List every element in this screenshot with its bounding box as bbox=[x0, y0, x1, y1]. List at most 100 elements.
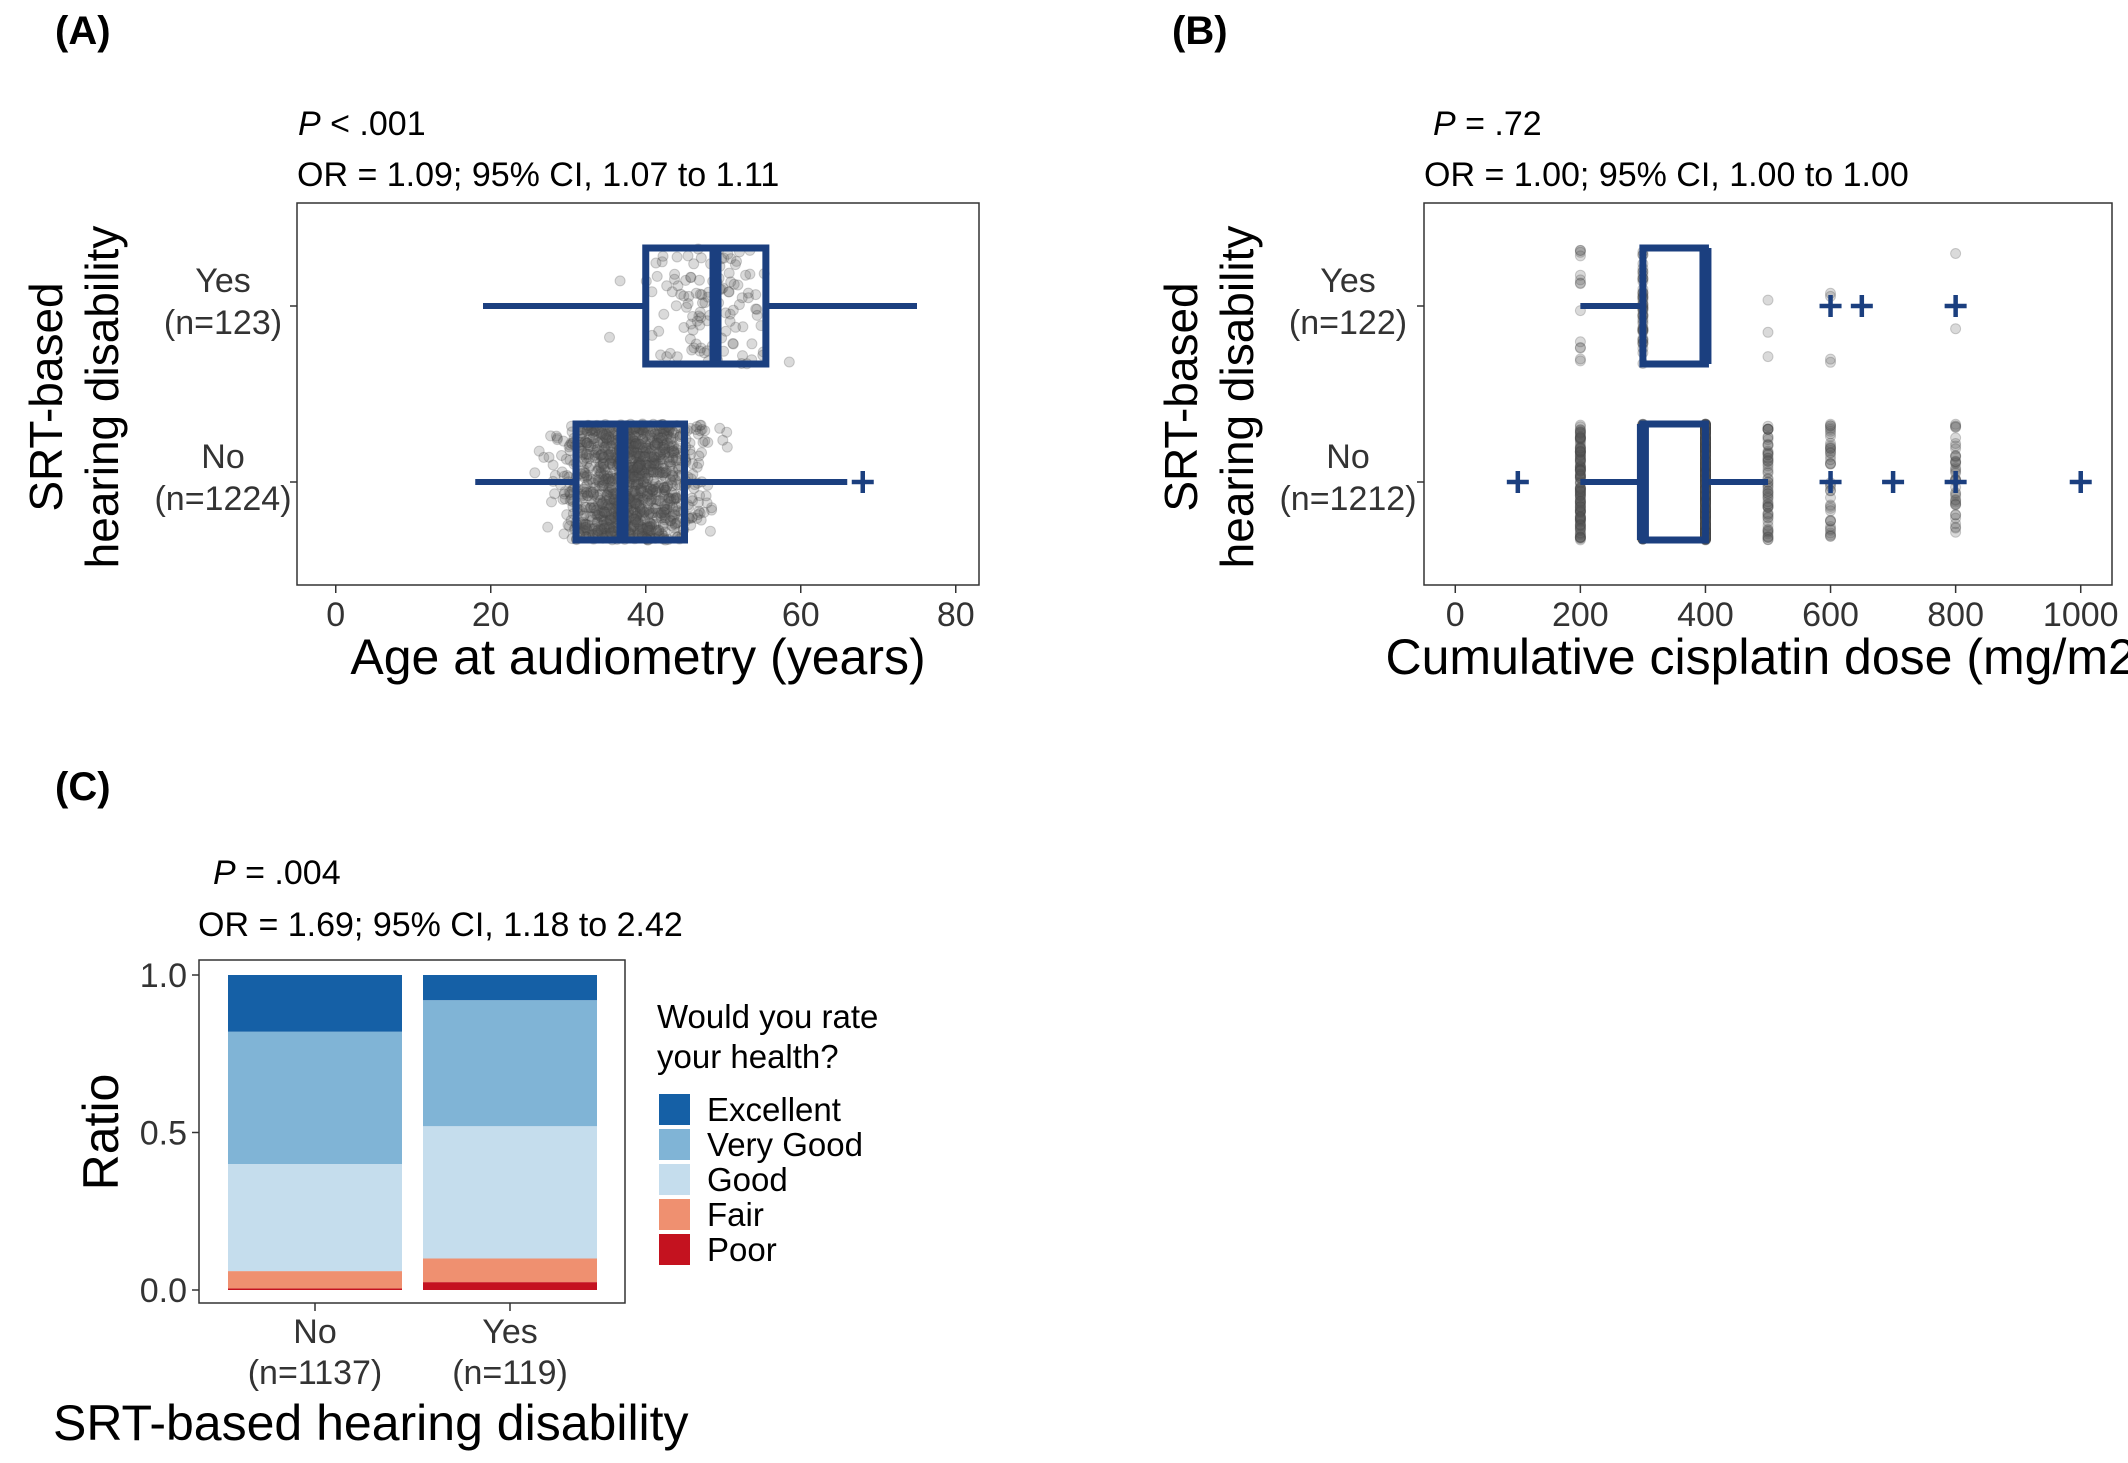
panel-a-data-point bbox=[747, 339, 757, 349]
panel-b-data-point bbox=[1575, 456, 1585, 466]
panel-b-y-tick-label: No bbox=[1326, 438, 1369, 476]
panel-a-data-point bbox=[654, 326, 664, 336]
panel-c-x-tick-label: Yes bbox=[482, 1313, 537, 1351]
legend-label: Excellent bbox=[707, 1091, 841, 1128]
panel-b-data-point bbox=[1763, 497, 1773, 507]
panel-b-data-point bbox=[1951, 249, 1961, 259]
panel-b-data-point bbox=[1951, 519, 1961, 529]
panel-a-data-point bbox=[729, 279, 739, 289]
panel-a-data-point bbox=[582, 438, 592, 448]
panel-a-data-point bbox=[593, 526, 603, 536]
panel-a-data-point bbox=[652, 271, 662, 281]
panel-b-data-point bbox=[1575, 486, 1585, 496]
panel-b-data-point bbox=[1826, 506, 1836, 516]
panel-a-or-text: OR = 1.09; 95% CI, 1.07 to 1.11 bbox=[297, 156, 779, 194]
panel-a-data-point bbox=[662, 482, 672, 492]
panel-b-outlier bbox=[1945, 295, 1967, 317]
panel-a-data-point bbox=[734, 300, 744, 310]
panel-a-y-tick-label: (n=123) bbox=[164, 304, 282, 342]
panel-a-data-point bbox=[658, 442, 668, 452]
panel-a-ylabel-line1: SRT-based bbox=[20, 282, 72, 511]
panel-a-data-point bbox=[534, 446, 544, 456]
panel-c-label: (C) bbox=[55, 765, 111, 809]
bar-segment-poor bbox=[423, 1282, 597, 1290]
legend-label: Very Good bbox=[707, 1126, 863, 1163]
panel-c-pvalue: P = .004 bbox=[213, 854, 341, 892]
panel-a-data-point bbox=[695, 307, 705, 317]
panel-a-p-symbol: P bbox=[298, 105, 321, 143]
panel-b-data-point bbox=[1826, 515, 1836, 525]
panel-c-x-tick-label: (n=119) bbox=[452, 1354, 568, 1392]
panel-b-box bbox=[1643, 424, 1706, 540]
panel-a-data-point bbox=[633, 463, 643, 473]
panel-a-points bbox=[530, 244, 795, 545]
panel-b-box bbox=[1643, 248, 1706, 364]
panel-a-x-tick-label: 80 bbox=[937, 596, 975, 634]
panel-a-data-point bbox=[658, 251, 668, 261]
panel-a-data-point bbox=[581, 502, 591, 512]
panel-c-x-tick-label: (n=1137) bbox=[248, 1354, 383, 1392]
panel-a-data-point bbox=[636, 486, 646, 496]
panel-a-data-point bbox=[700, 436, 710, 446]
panel-b-outlier bbox=[1820, 471, 1842, 493]
panel-b-data-point bbox=[1826, 441, 1836, 451]
panel-b-data-point bbox=[1826, 531, 1836, 541]
panel-a-data-point bbox=[646, 461, 656, 471]
panel-a-data-point bbox=[682, 302, 692, 312]
panel-a-data-point bbox=[743, 293, 753, 303]
panel-b-y-tick-label: (n=122) bbox=[1289, 304, 1407, 342]
panel-a-data-point bbox=[694, 275, 704, 285]
panel-a-y-axis: Yes(n=123)No(n=1224) bbox=[154, 262, 297, 518]
panel-a-data-point bbox=[659, 508, 669, 518]
panel-b-outlier bbox=[1945, 471, 1967, 493]
panel-a-data-point bbox=[543, 522, 553, 532]
panel-a-data-point bbox=[697, 425, 707, 435]
panel-a-data-point bbox=[724, 268, 734, 278]
panel-b-outlier bbox=[1820, 295, 1842, 317]
panel-b-outlier bbox=[1882, 471, 1904, 493]
legend-title-line1: Would you rate bbox=[657, 998, 878, 1035]
panel-a-data-point bbox=[644, 508, 654, 518]
panel-a-data-point bbox=[603, 443, 613, 453]
panel-b-data-point bbox=[1951, 499, 1961, 509]
panel-a-data-point bbox=[670, 269, 680, 279]
legend-title-line2: your health? bbox=[657, 1038, 839, 1075]
panel-a-data-point bbox=[651, 487, 661, 497]
panel-a-data-point bbox=[730, 260, 740, 270]
bar-segment-fair bbox=[423, 1259, 597, 1283]
panel-c-x-tick-label: No bbox=[293, 1313, 336, 1351]
panel-b-y-tick-label: (n=1212) bbox=[1279, 480, 1416, 518]
panel-a-data-point bbox=[605, 332, 615, 342]
figure: (A) P < .001 OR = 1.09; 95% CI, 1.07 to … bbox=[0, 0, 2128, 1463]
panel-a-x-axis: 0 20 40 60 80 bbox=[326, 585, 974, 634]
panel-b-data-point bbox=[1575, 354, 1585, 364]
panel-a-data-point bbox=[671, 301, 681, 311]
panel-b-boxes bbox=[1507, 248, 2092, 540]
panel-b-outlier bbox=[1507, 471, 1529, 493]
panel-b-data-point bbox=[1951, 324, 1961, 334]
panel-c-p-symbol: P bbox=[213, 854, 236, 892]
panel-b-ylabel-line1: SRT-based bbox=[1155, 282, 1207, 511]
bar-segment-excellent bbox=[423, 975, 597, 1000]
panel-a-data-point bbox=[634, 474, 644, 484]
panel-a-data-point bbox=[672, 352, 682, 362]
panel-a-data-point bbox=[722, 427, 732, 437]
panel-b-data-point bbox=[1826, 354, 1836, 364]
bar-segment-poor bbox=[228, 1288, 402, 1290]
panel-b-data-point bbox=[1826, 455, 1836, 465]
panel-a-data-point bbox=[662, 352, 672, 362]
legend-swatch bbox=[659, 1164, 690, 1195]
panel-a-data-point bbox=[601, 430, 611, 440]
panel-a-data-point bbox=[659, 309, 669, 319]
panel-b-or-text: OR = 1.00; 95% CI, 1.00 to 1.00 bbox=[1424, 156, 1909, 194]
panel-a-data-point bbox=[672, 252, 682, 262]
panel-a-data-point bbox=[646, 496, 656, 506]
panel-b-data-point bbox=[1763, 352, 1773, 362]
panel-b-p-text: = .72 bbox=[1456, 105, 1542, 143]
panel-c-y-tick-label: 1.0 bbox=[140, 957, 187, 995]
panel-b-outlier bbox=[2070, 471, 2092, 493]
bar-segment-good bbox=[423, 1126, 597, 1258]
legend-label: Fair bbox=[707, 1196, 764, 1233]
panel-a-data-point bbox=[684, 291, 694, 301]
panel-a-data-point bbox=[581, 453, 591, 463]
